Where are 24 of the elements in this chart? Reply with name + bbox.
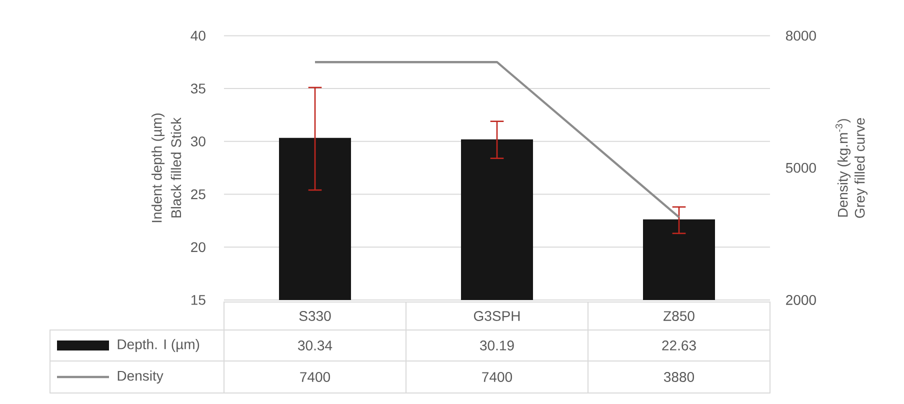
data-label: 7400 bbox=[300, 372, 330, 382]
legend-label: Density bbox=[118, 370, 164, 384]
data-label: 7400 bbox=[482, 372, 512, 382]
y-tick-label: 20 bbox=[191, 242, 206, 252]
y2-tick-label: 5000 bbox=[786, 162, 816, 173]
data-label: 22.63 bbox=[662, 340, 696, 350]
x-tick-label: S330 bbox=[299, 311, 331, 321]
y2-tick-label: 8000 bbox=[786, 30, 816, 41]
x-tick-label: G3SPH bbox=[474, 311, 520, 321]
y-tick-label: 40 bbox=[190, 30, 206, 41]
text: Black filled Stick bbox=[170, 117, 182, 218]
y-tick-label: 15 bbox=[191, 295, 206, 305]
x-tick-label: Z850 bbox=[663, 311, 694, 321]
data-label: 30.34 bbox=[298, 340, 332, 350]
data-label: 30.19 bbox=[480, 340, 514, 350]
data-label: 3880 bbox=[664, 372, 694, 382]
legend-label: Depth. I (µm) bbox=[118, 338, 200, 352]
y2-tick-label: 2000 bbox=[786, 295, 816, 305]
y-tick-label: 35 bbox=[190, 84, 206, 94]
y2-axis-title: Density (kg.m$^{-3}$) bbox=[835, 119, 851, 217]
text: Grey filled curve bbox=[854, 118, 868, 218]
y-tick-label: 30 bbox=[190, 136, 206, 146]
y-axis-title: Indent depth (µm) bbox=[151, 114, 165, 222]
y-tick-label: 25 bbox=[191, 189, 206, 200]
